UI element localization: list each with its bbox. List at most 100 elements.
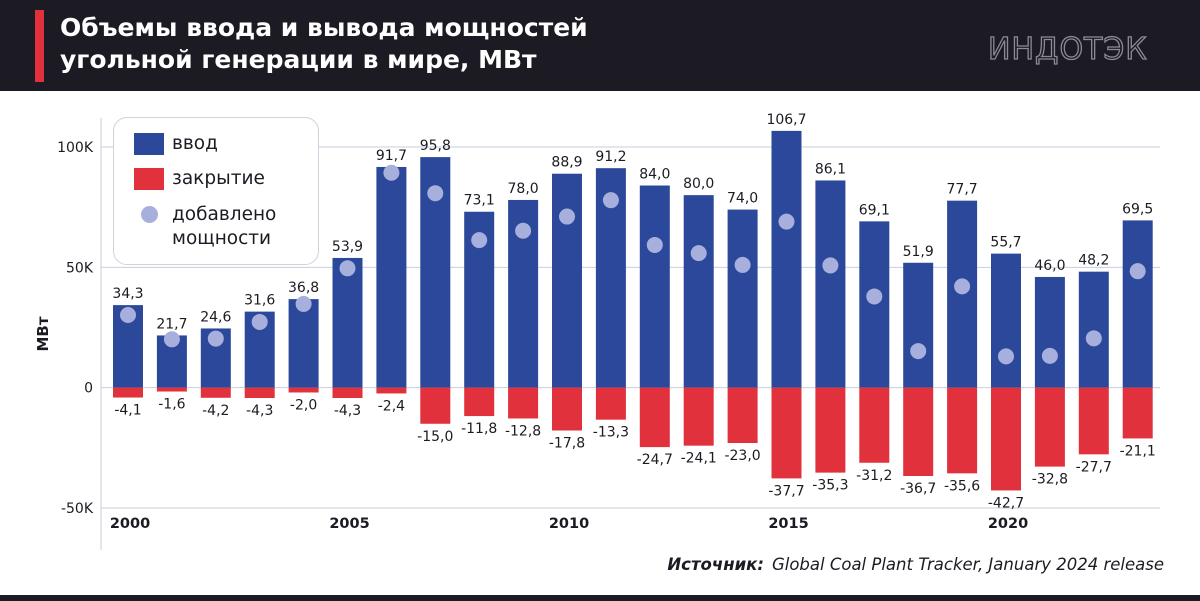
dot-net-2011: [602, 192, 619, 209]
x-tick-label-2015: 2015: [768, 516, 808, 532]
bar-closure-2008: [464, 387, 495, 417]
label-closure-2021: -32,8: [1032, 472, 1068, 488]
label-closure-2020: -42,7: [988, 495, 1024, 511]
bar-input-2006: [376, 166, 407, 388]
dot-net-2018: [910, 343, 927, 360]
label-closure-2016: -35,3: [812, 478, 848, 494]
dot-net-2007: [427, 185, 444, 202]
x-tick-label-2000: 2000: [110, 516, 150, 532]
dot-net-2013: [690, 245, 707, 262]
label-input-2005: 53,9: [332, 239, 363, 255]
label-closure-2019: -35,6: [944, 478, 980, 494]
label-input-2020: 55,7: [990, 235, 1021, 251]
bar-closure-2013: [683, 387, 714, 446]
dot-net-2004: [295, 295, 312, 312]
x-tick-label-2010: 2010: [549, 516, 589, 532]
label-input-2002: 24,6: [200, 309, 231, 325]
label-closure-2017: -31,2: [856, 468, 892, 484]
dot-net-2017: [866, 288, 883, 305]
label-input-2017: 69,1: [859, 202, 890, 218]
label-closure-2011: -13,3: [593, 425, 629, 441]
bar-closure-2003: [244, 387, 275, 399]
label-closure-2013: -24,1: [681, 451, 717, 467]
source-text: Global Coal Plant Tracker, January 2024 …: [771, 555, 1164, 574]
bar-closure-2022: [1078, 387, 1109, 455]
dot-net-2021: [1041, 347, 1058, 364]
title-accent-bar: [35, 10, 44, 82]
dot-net-2006: [383, 164, 400, 181]
dot-net-2000: [120, 306, 136, 323]
bar-closure-2015: [771, 387, 802, 479]
bar-closure-2016: [815, 387, 846, 473]
label-closure-2004: -2,0: [290, 397, 317, 413]
bar-input-2021: [1034, 276, 1065, 388]
label-input-2021: 46,0: [1034, 258, 1065, 274]
header-bar: Объемы ввода и вывода мощностей угольной…: [0, 0, 1200, 91]
y-tick-label: 0: [84, 381, 93, 397]
logo-wordmark: ИНДОТЭК: [988, 32, 1148, 66]
bar-input-2012: [639, 185, 670, 388]
label-input-2003: 31,6: [244, 293, 275, 309]
dot-net-2020: [998, 348, 1014, 365]
label-closure-2002: -4,2: [202, 403, 229, 419]
bar-closure-2017: [859, 387, 890, 463]
dot-net-2014: [734, 256, 751, 273]
label-input-2006: 91,7: [376, 148, 407, 164]
bottom-strip: [0, 595, 1200, 601]
label-closure-2006: -2,4: [378, 398, 405, 414]
bar-input-2017: [859, 221, 890, 388]
data-labels-layer: 34,3 -4,1 21,7 -1,6 24,6 -4,2 31,6 -4,3 36,8 -2,0…: [112, 112, 1155, 512]
label-input-2016: 86,1: [815, 161, 846, 177]
bar-closure-2019: [947, 387, 978, 474]
label-closure-2022: -27,7: [1076, 459, 1112, 475]
bar-closure-2000: [113, 387, 143, 398]
label-input-2014: 74,0: [727, 191, 758, 207]
label-closure-2005: -4,3: [334, 403, 361, 419]
label-closure-2009: -12,8: [505, 423, 541, 439]
legend-swatch-input: [134, 133, 164, 155]
label-input-2001: 21,7: [156, 316, 187, 332]
bar-input-2013: [683, 195, 714, 388]
net-dots-layer: [120, 164, 1146, 365]
title-line-2: угольной генерации в мире, МВт: [60, 45, 537, 74]
source-note: Источник: Global Coal Plant Tracker, Janu…: [667, 555, 1164, 574]
x-tick-label-2005: 2005: [329, 516, 369, 532]
y-tick-label: 50K: [66, 260, 94, 276]
title-line-1: Объемы ввода и вывода мощностей: [60, 13, 588, 42]
dot-net-2015: [778, 213, 795, 230]
label-input-2013: 80,0: [683, 176, 714, 192]
x-tick-label-2020: 2020: [988, 516, 1028, 532]
label-input-2019: 77,7: [947, 182, 978, 198]
label-closure-2018: -36,7: [900, 481, 936, 497]
bars-layer: [113, 130, 1153, 491]
dot-net-2003: [251, 313, 268, 330]
label-input-2009: 78,0: [508, 181, 539, 197]
legend-swatch-closure: [134, 168, 164, 190]
bar-input-2020: [991, 253, 1021, 388]
bar-closure-2018: [903, 387, 934, 476]
label-input-2015: 106,7: [766, 112, 806, 128]
bar-closure-2001: [156, 387, 187, 392]
bar-input-2022: [1078, 271, 1109, 388]
bar-closure-2021: [1034, 387, 1065, 467]
label-input-2018: 51,9: [903, 244, 934, 260]
label-closure-2000: -4,1: [114, 403, 141, 419]
label-input-2022: 48,2: [1078, 253, 1109, 269]
bar-input-2018: [903, 262, 934, 388]
x-ticks-layer: 2000 2005 2010 2015 2020: [110, 516, 1028, 532]
dot-net-2002: [207, 330, 224, 347]
bar-input-2016: [815, 180, 846, 388]
bar-closure-2005: [332, 387, 363, 399]
label-closure-2001: -1,6: [158, 397, 185, 413]
legend: ввод закрытие добавлено мощности: [113, 117, 319, 265]
label-input-2004: 36,8: [288, 280, 319, 296]
dot-net-2005: [339, 260, 356, 277]
label-closure-2010: -17,8: [549, 436, 585, 452]
y-tick-label: -50K: [61, 501, 94, 517]
bar-closure-2014: [727, 387, 758, 444]
dot-net-2022: [1085, 330, 1102, 347]
dot-net-2016: [822, 257, 839, 274]
bar-closure-2023: [1122, 387, 1153, 439]
y-axis-label: МВт: [34, 316, 52, 351]
